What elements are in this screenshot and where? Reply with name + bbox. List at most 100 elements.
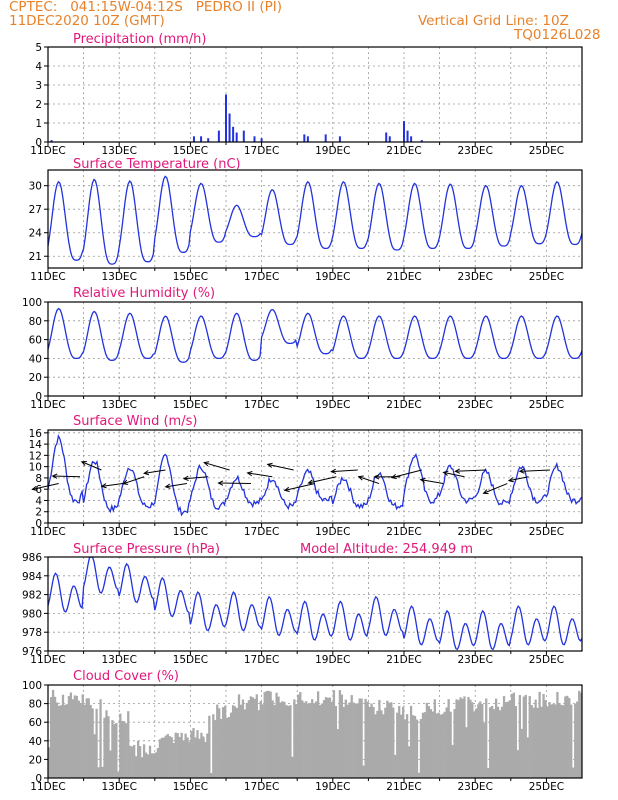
cloud-bar <box>518 695 521 778</box>
wind-arrow-head <box>390 474 397 480</box>
y-tick-label: 24 <box>29 228 43 240</box>
cloud-bar <box>140 757 144 778</box>
cloud-bar <box>220 718 223 778</box>
series-wind <box>47 434 583 517</box>
cloud-bar <box>297 694 300 778</box>
series-cloud <box>48 689 583 778</box>
cloud-bar <box>188 742 191 778</box>
cloud-bar <box>534 699 537 778</box>
cloud-bar <box>77 700 80 778</box>
cloud-bar <box>206 733 209 778</box>
cloud-bar <box>346 704 349 778</box>
y-tick-label: 14 <box>29 439 43 451</box>
x-tick-label: 11DEC <box>30 399 65 411</box>
cloud-bar <box>101 766 104 778</box>
series-temp <box>47 175 583 265</box>
cloud-bar <box>457 700 460 778</box>
cloud-bar <box>117 771 120 778</box>
precip-bar <box>253 136 256 142</box>
x-tick-label: 21DEC <box>386 526 421 538</box>
cloud-bar <box>483 723 486 778</box>
wind-arrow-head <box>266 462 273 468</box>
cloud-bar <box>411 715 415 778</box>
cloud-bar <box>362 765 365 778</box>
cloud-bar <box>301 700 304 778</box>
cloud-bar <box>176 733 179 778</box>
cloud-bar <box>542 693 545 778</box>
precip-bar <box>242 130 245 142</box>
cloud-bar <box>404 719 407 778</box>
cloud-bar <box>293 699 296 778</box>
cloud-bar <box>129 745 132 778</box>
cloud-bar <box>580 692 583 778</box>
cloud-bar <box>178 736 181 778</box>
cloud-bar <box>263 692 266 778</box>
y-tick-label: 27 <box>29 204 42 216</box>
cloud-bar <box>447 699 450 778</box>
cloud-bar <box>156 748 160 778</box>
cloud-bar <box>318 705 322 778</box>
cloud-bar <box>275 692 278 778</box>
cloud-bar <box>485 698 488 778</box>
y-tick-label: 2 <box>35 99 42 111</box>
x-tick-label: 15DEC <box>173 145 208 157</box>
cloud-bar <box>212 714 215 778</box>
cloud-bar <box>186 737 189 778</box>
cloud-bar <box>364 698 367 778</box>
cloud-bar <box>332 690 336 778</box>
x-tick-label: 19DEC <box>315 654 350 666</box>
series-pres <box>47 556 583 651</box>
cloud-bar <box>303 702 306 778</box>
cloud-bar <box>135 756 138 778</box>
wind-arrow-head <box>80 461 87 466</box>
cloud-bar <box>180 732 183 778</box>
y-tick-label: 20 <box>29 372 42 384</box>
wind-arrow-head <box>122 479 129 485</box>
cloud-bar <box>305 701 308 778</box>
x-tick-label: 13DEC <box>101 781 136 793</box>
cloud-bar <box>295 704 298 778</box>
cloud-bar <box>427 706 431 778</box>
wind-arrow <box>52 475 81 478</box>
panel-title: Surface Temperature (nC) <box>73 157 241 172</box>
cloud-bar <box>170 737 173 778</box>
cloud-bar <box>520 728 523 778</box>
cloud-bar <box>489 707 492 778</box>
wind-arrow <box>308 476 337 484</box>
y-tick-label: 982 <box>22 590 42 602</box>
panel-title: Surface Wind (m/s) <box>73 414 197 429</box>
cloud-bar <box>99 699 102 778</box>
cloud-bar <box>530 705 533 778</box>
cloud-bar <box>182 740 185 778</box>
cloud-bar <box>324 697 328 778</box>
cloud-bar <box>148 745 152 778</box>
wind-arrow <box>358 476 380 485</box>
cloud-bar <box>556 691 559 778</box>
cloud-bar <box>544 700 547 778</box>
precip-bar <box>235 132 238 142</box>
cloud-bar <box>127 711 130 778</box>
cloud-bar <box>340 694 343 778</box>
cloud-bar <box>493 709 496 778</box>
cloud-bar <box>249 696 253 778</box>
wind-arrow-head <box>283 486 290 493</box>
cloud-bar <box>200 732 203 778</box>
x-tick-label: 11DEC <box>30 781 65 793</box>
x-tick-label: 21DEC <box>386 399 421 411</box>
y-tick-label: 986 <box>22 552 42 564</box>
y-tick-label: 3 <box>35 80 42 92</box>
cloud-bar <box>558 702 561 778</box>
cloud-bar <box>498 710 502 778</box>
x-tick-label: 19DEC <box>315 781 350 793</box>
cloud-bar <box>449 711 452 778</box>
plot-frame <box>47 169 583 269</box>
x-tick-label: 21DEC <box>386 654 421 666</box>
cloud-bar <box>479 701 482 778</box>
precip-bar <box>50 140 53 142</box>
y-tick-label: 40 <box>29 736 42 748</box>
wind-arrow <box>519 469 550 472</box>
cloud-bar <box>494 698 498 778</box>
cloud-bar <box>79 702 82 778</box>
precip-bar <box>228 113 231 142</box>
x-tick-label: 15DEC <box>173 399 208 411</box>
